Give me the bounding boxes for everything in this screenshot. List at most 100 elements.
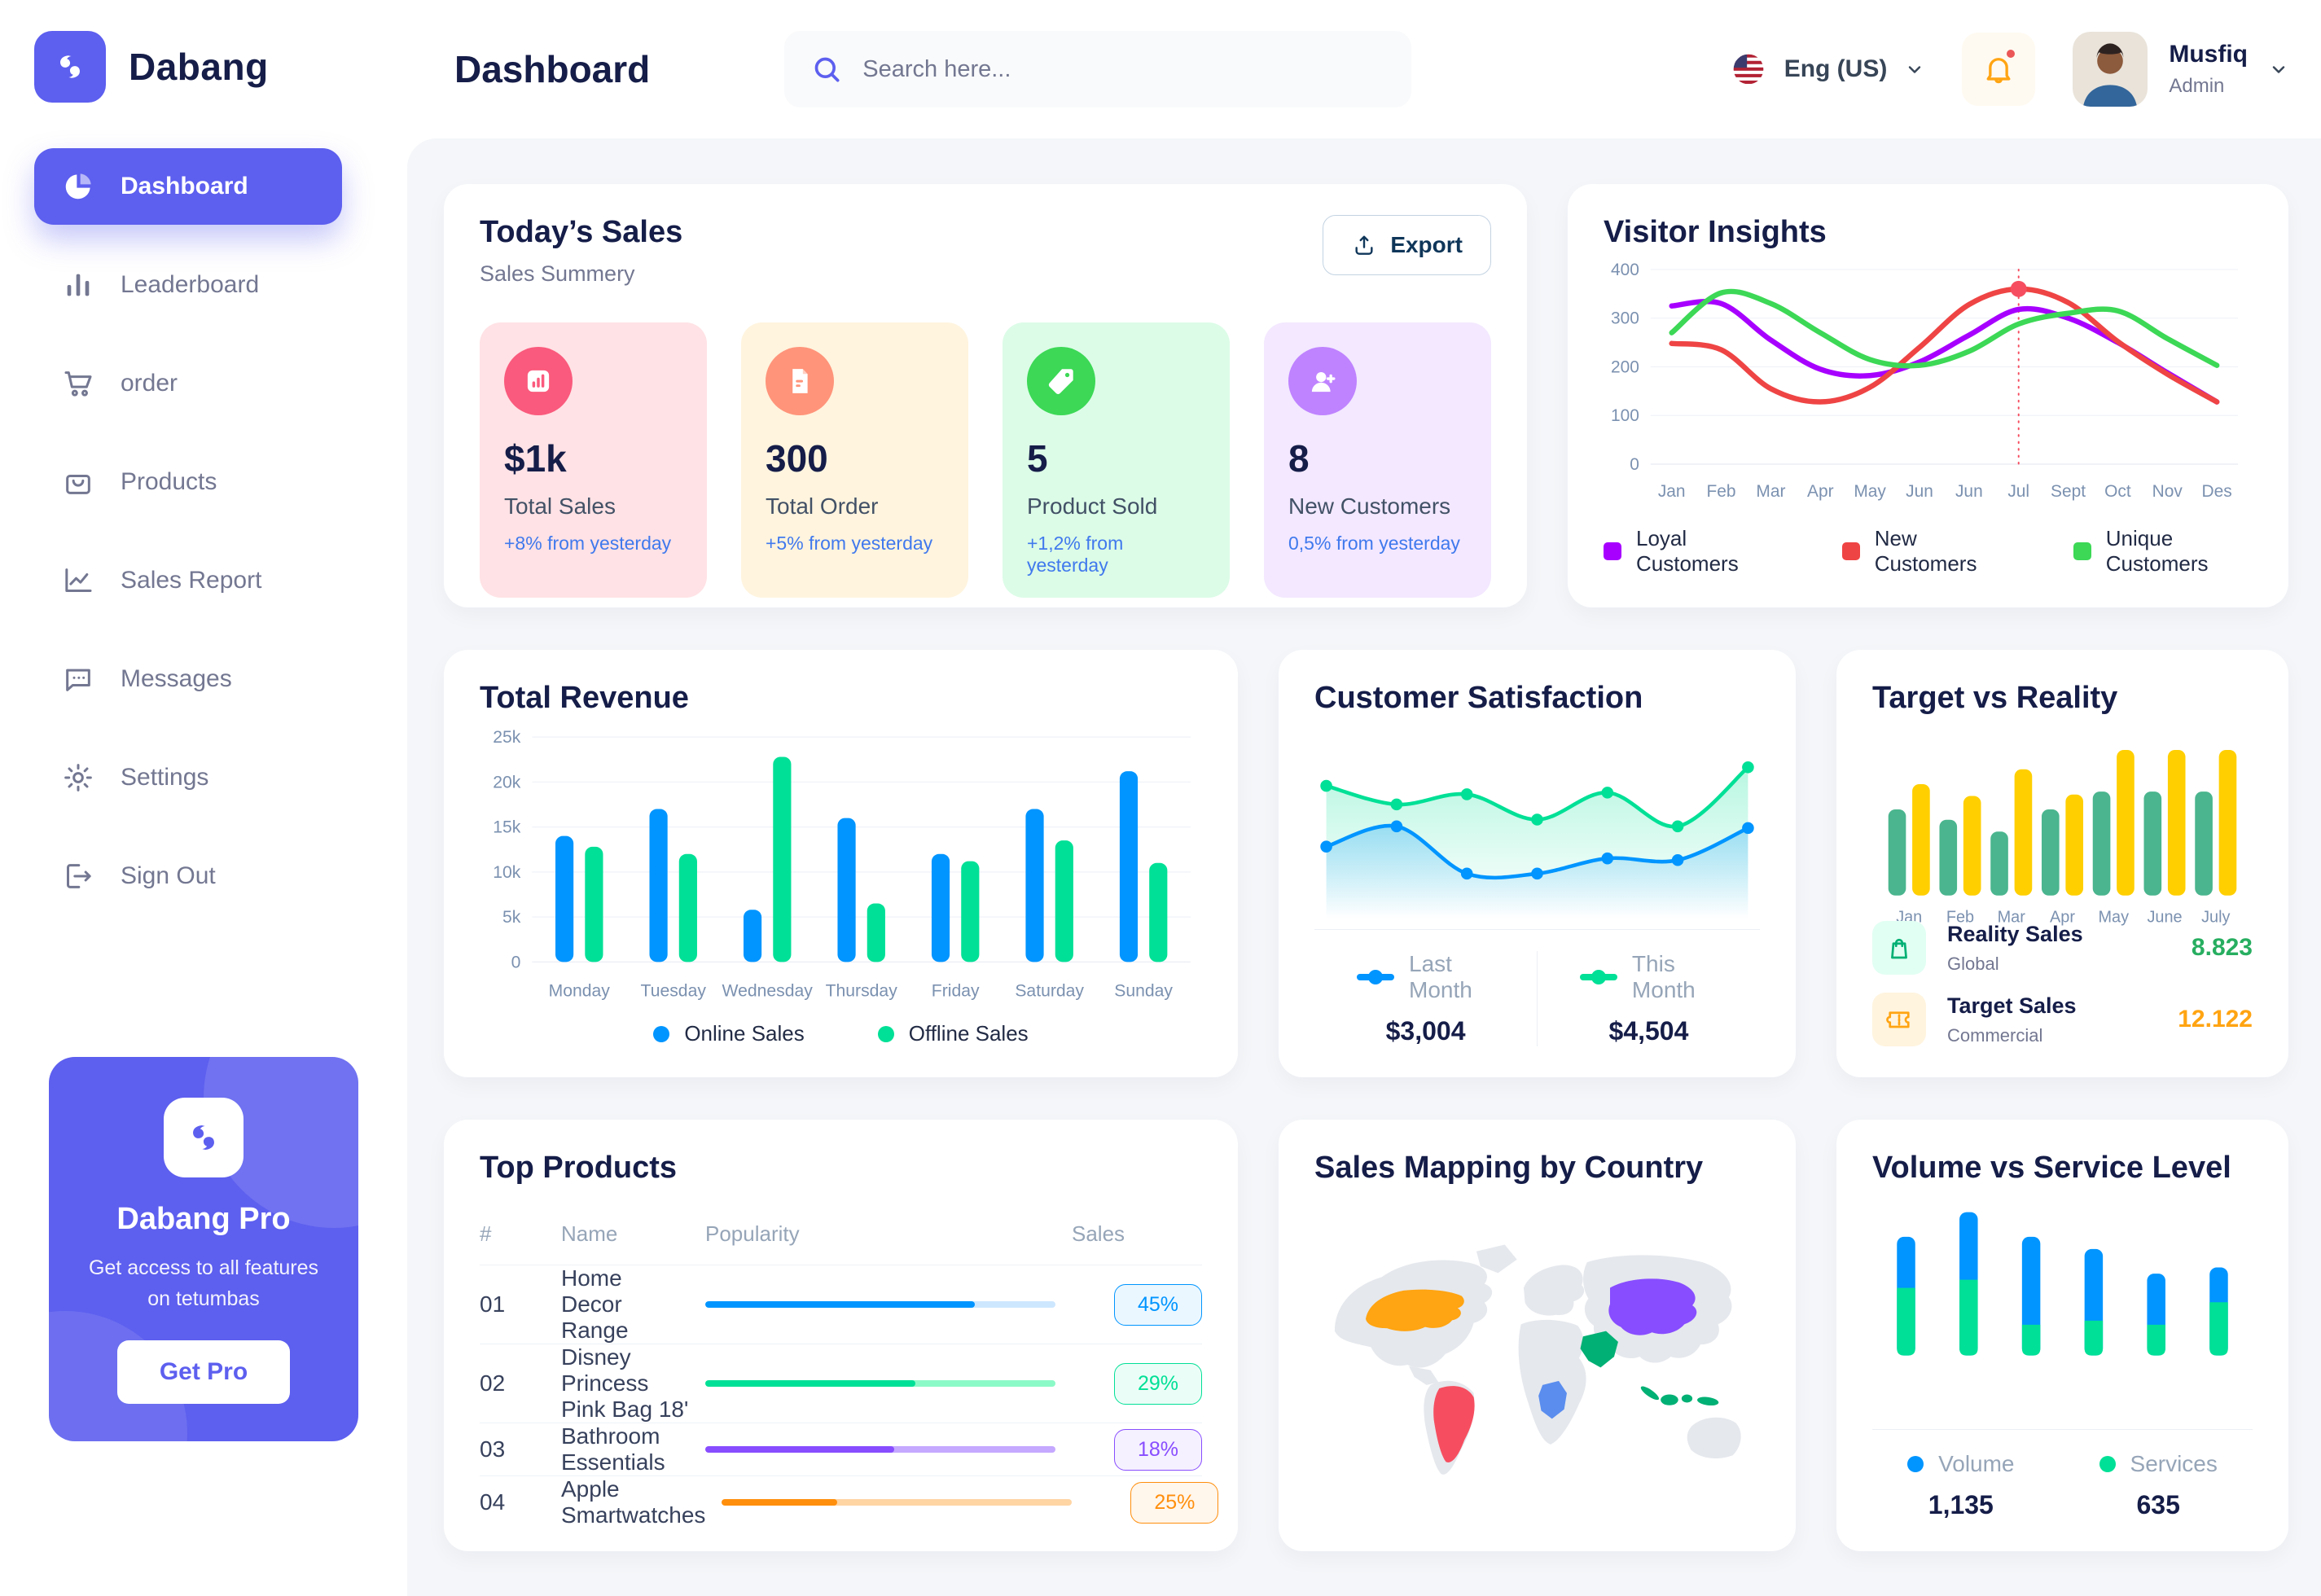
visitor-insights-chart: 0 100 200 300 400 Jan Feb Mar Apr May Jun Jun Jul Sep… xyxy=(1604,256,2253,518)
stat-value: 300 xyxy=(766,437,828,480)
legend-label: Online Sales xyxy=(684,1021,805,1046)
search-box[interactable] xyxy=(784,31,1412,107)
export-button[interactable]: Export xyxy=(1323,215,1491,275)
user-role: Admin xyxy=(2169,75,2225,97)
legend-item-services: Services 635 xyxy=(2057,1451,2260,1520)
legend-item-last-month: Last Month $3,004 xyxy=(1314,951,1537,1046)
legend-label: Volume xyxy=(1938,1451,2015,1476)
sidebar-item-products[interactable]: Products xyxy=(34,444,342,520)
visitor-insights-legend: Loyal Customers New Customers Unique Custo… xyxy=(1604,526,2253,577)
bar-services-2 xyxy=(1959,1279,1978,1356)
sidebar-item-order[interactable]: order xyxy=(34,345,342,422)
bar-services-6 xyxy=(2209,1302,2228,1356)
svg-text:Mar: Mar xyxy=(1756,482,1785,501)
brand: Dabang xyxy=(0,0,407,127)
visitor-insights-card: Visitor Insights 0 100 200 300 400 Jan Feb Mar A… xyxy=(1568,184,2288,607)
legend-swatch xyxy=(1907,1456,1924,1472)
bar-services-5 xyxy=(2147,1324,2165,1356)
ticket-orange-icon xyxy=(1872,993,1926,1046)
region-indonesia xyxy=(1697,1396,1719,1405)
search-input[interactable] xyxy=(861,55,1386,84)
top-products-table: # Name Popularity Sales 01 Home Decor Range 45… xyxy=(480,1210,1219,1528)
search-icon xyxy=(814,57,840,82)
sidebar-item-sales-report[interactable]: Sales Report xyxy=(34,542,342,619)
stat-value: 5 xyxy=(1027,437,1048,480)
legend-swatch xyxy=(877,1025,894,1042)
popularity-bar xyxy=(722,1499,1073,1506)
sidebar-item-label: order xyxy=(121,370,178,397)
total-revenue-svg: 0 5k 10k 15k 20k 25k Monday Tuesday Wednesday Thu… xyxy=(493,728,1191,1001)
language-selector[interactable]: Eng (US) xyxy=(1731,51,1925,87)
svg-text:Saturday: Saturday xyxy=(1015,982,1084,1001)
get-pro-button[interactable]: Get Pro xyxy=(116,1340,291,1404)
customer-satisfaction-chart xyxy=(1314,722,1760,924)
region-china xyxy=(1608,1278,1697,1335)
pie-chart-icon xyxy=(62,170,94,203)
language-label: Eng (US) xyxy=(1784,55,1888,82)
sidebar-item-label: Dashboard xyxy=(121,173,248,200)
legend-label: Services xyxy=(2130,1451,2218,1476)
sales-badge: 45% xyxy=(1114,1283,1202,1326)
sidebar-item-messages[interactable]: Messages xyxy=(34,641,342,717)
todays-sales-title: Today’s Sales xyxy=(480,215,683,249)
legend-item-unique-customers: Unique Customers xyxy=(2073,526,2253,577)
new-customer-icon xyxy=(1288,347,1357,415)
volume-service-title: Volume vs Service Level xyxy=(1872,1151,2231,1185)
popularity-fill xyxy=(705,1380,915,1387)
bar-offline-sales-wednesday xyxy=(773,756,792,962)
legend-name: Target Sales xyxy=(1947,993,2077,1018)
legend-value: 635 xyxy=(2136,1490,2180,1519)
total-revenue-card: Total Revenue 0 5k 10k 15k 20k 25k Monday Tuesd… xyxy=(444,650,1238,1077)
notifications-button[interactable] xyxy=(1962,33,2036,106)
message-icon xyxy=(62,663,94,695)
export-icon xyxy=(1355,235,1373,255)
sales-mapping-title: Sales Mapping by Country xyxy=(1314,1151,1704,1185)
topbar-right: Eng (US) Musfiq Admin xyxy=(1731,32,2288,107)
svg-text:Apr: Apr xyxy=(1807,482,1834,501)
sidebar-item-label: Sales Report xyxy=(121,567,262,594)
user-name: Musfiq xyxy=(2169,41,2248,68)
svg-text:Jun: Jun xyxy=(1955,482,1983,501)
table-row: 02 Disney Princess Pink Bag 18' 29% xyxy=(480,1344,1202,1423)
svg-text:Feb: Feb xyxy=(1946,909,1974,927)
top-products-title: Top Products xyxy=(480,1151,678,1185)
sidebar-item-sign-out[interactable]: Sign Out xyxy=(34,838,342,914)
world-map xyxy=(1314,1195,1760,1520)
notification-dot xyxy=(2004,47,2018,60)
customer-satisfaction-legend: Last Month $3,004 This Month $4,504 xyxy=(1314,929,1760,1046)
bar-online-sales-wednesday xyxy=(743,910,762,962)
column-header: # xyxy=(480,1221,492,1246)
svg-text:Apr: Apr xyxy=(2050,909,2075,927)
stat-delta: +5% from yesterday xyxy=(766,533,933,554)
sidebar-item-leaderboard[interactable]: Leaderboard xyxy=(34,247,342,323)
svg-text:5k: 5k xyxy=(502,908,521,927)
top-bar: Dashboard Eng (US) xyxy=(407,0,2321,138)
brand-logo-icon xyxy=(34,31,106,103)
bar-online-sales-tuesday xyxy=(649,809,668,962)
region-indonesia xyxy=(1681,1394,1693,1403)
bar-reality-sales-mar xyxy=(1990,831,2008,896)
popularity-fill xyxy=(705,1301,976,1308)
svg-text:Tuesday: Tuesday xyxy=(641,982,707,1001)
bell-icon xyxy=(1986,58,2011,84)
legend-item-loyal-customers: Loyal Customers xyxy=(1604,526,1769,577)
legend-label: Offline Sales xyxy=(908,1021,1029,1046)
continent-shape xyxy=(1476,1244,1517,1274)
legend-label: New Customers xyxy=(1874,526,1977,576)
legend-row-target-sales: Target Sales Commercial 12.122 xyxy=(1872,993,2253,1046)
top-products-card: Top Products # Name Popularity Sales 01 Home … xyxy=(444,1120,1238,1551)
bar-online-sales-thursday xyxy=(837,818,856,962)
customer-satisfaction-svg xyxy=(1320,761,1754,924)
sidebar-item-settings[interactable]: Settings xyxy=(34,739,342,816)
product-rank: 03 xyxy=(480,1436,506,1462)
legend-value: $3,004 xyxy=(1385,1016,1466,1046)
visitor-insights-title: Visitor Insights xyxy=(1604,215,1827,249)
profile-menu[interactable]: Musfiq Admin xyxy=(2073,32,2288,107)
sidebar-item-dashboard[interactable]: Dashboard xyxy=(34,148,342,225)
column-header: Name xyxy=(561,1221,618,1246)
total-revenue-title: Total Revenue xyxy=(480,681,689,715)
product-rank: 02 xyxy=(480,1370,506,1396)
continent-shape xyxy=(1687,1417,1741,1458)
volume-service-chart xyxy=(1872,1192,2253,1418)
sidebar-menu: Dashboard Leaderboard order Products Sales R… xyxy=(0,148,407,936)
